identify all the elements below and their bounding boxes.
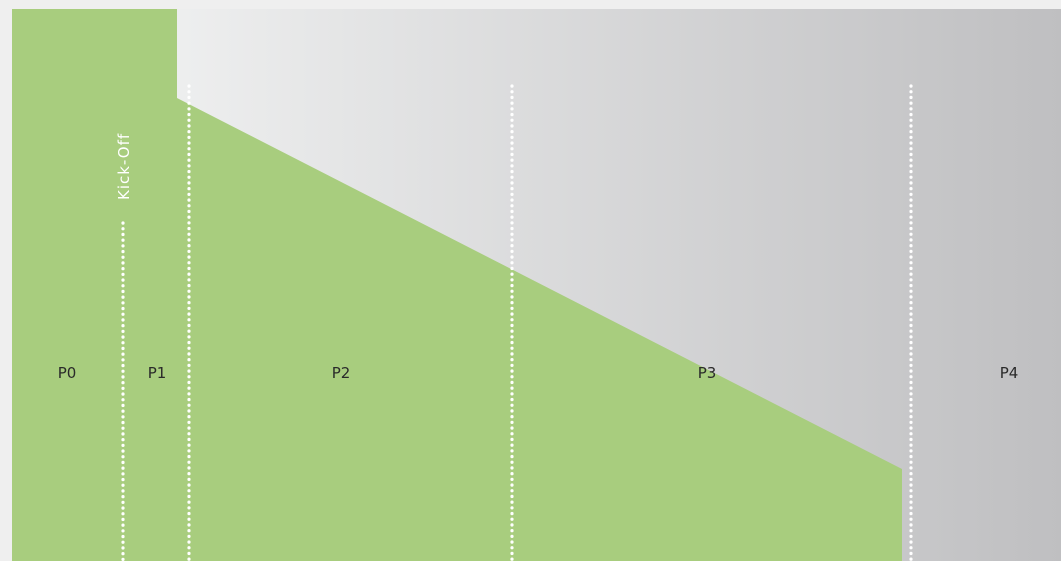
kickoff-label: Kick-Off <box>115 133 133 200</box>
phase-label-p4: P4 <box>1000 364 1019 382</box>
phase-label-p1: P1 <box>148 364 167 382</box>
phase-label-p3: P3 <box>698 364 717 382</box>
phase-label-p0: P0 <box>58 364 77 382</box>
effort-area <box>12 9 902 561</box>
phase-label-p2: P2 <box>332 364 351 382</box>
